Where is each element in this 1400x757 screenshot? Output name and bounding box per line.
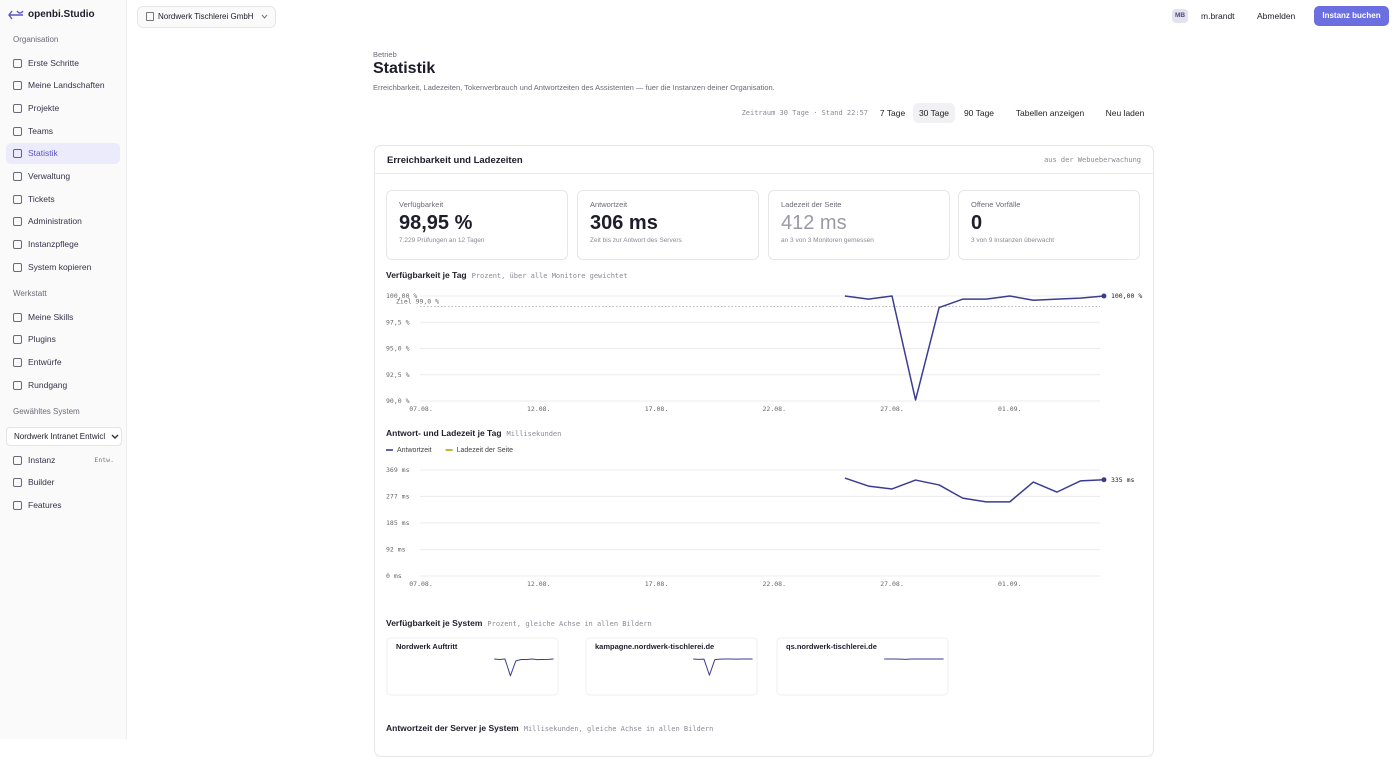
end-dot	[1101, 477, 1106, 482]
value-label: 100,00 %	[1111, 292, 1142, 300]
x-tick-label: 07.08.	[409, 405, 432, 413]
mini-chart-title: kampagne.nordwerk-tischlerei.de	[595, 642, 714, 651]
end-dot	[1101, 294, 1106, 299]
x-tick-label: 01.09.	[998, 405, 1021, 413]
y-tick-label: 97,5 %	[386, 318, 410, 326]
data-line	[845, 478, 1104, 502]
legend-label: Antwortzeit	[397, 447, 432, 454]
legend-label: Ladezeit der Seite	[457, 447, 514, 454]
mini-chart-title: qs.nordwerk-tischlerei.de	[786, 642, 877, 651]
x-tick-label: 27.08.	[880, 580, 903, 588]
x-tick-label: 22.08.	[763, 405, 786, 413]
y-tick-label: 92,5 %	[386, 371, 410, 379]
x-tick-label: 12.08.	[527, 580, 550, 588]
y-tick-label: 277 ms	[386, 492, 410, 500]
y-tick-label: 95,0 %	[386, 345, 410, 353]
y-tick-label: 185 ms	[386, 519, 410, 527]
x-tick-label: 22.08.	[763, 580, 786, 588]
x-tick-label: 17.08.	[645, 580, 668, 588]
y-tick-label: 369 ms	[386, 466, 410, 474]
x-tick-label: 07.08.	[409, 580, 432, 588]
x-tick-label: 12.08.	[527, 405, 550, 413]
target-label: Ziel 99,0 %	[396, 298, 439, 306]
y-tick-label: 0 ms	[386, 572, 402, 580]
x-tick-label: 27.08.	[880, 405, 903, 413]
x-tick-label: 17.08.	[645, 405, 668, 413]
data-line	[845, 296, 1104, 400]
mini-chart-title: Nordwerk Auftritt	[396, 642, 458, 651]
y-tick-label: 92 ms	[386, 546, 406, 554]
y-tick-label: 90,0 %	[386, 397, 410, 405]
value-label: 335 ms	[1111, 476, 1135, 484]
charts: 100,00 %97,5 %95,0 %92,5 %90,0 %07.08.12…	[0, 0, 1400, 739]
x-tick-label: 01.09.	[998, 580, 1021, 588]
